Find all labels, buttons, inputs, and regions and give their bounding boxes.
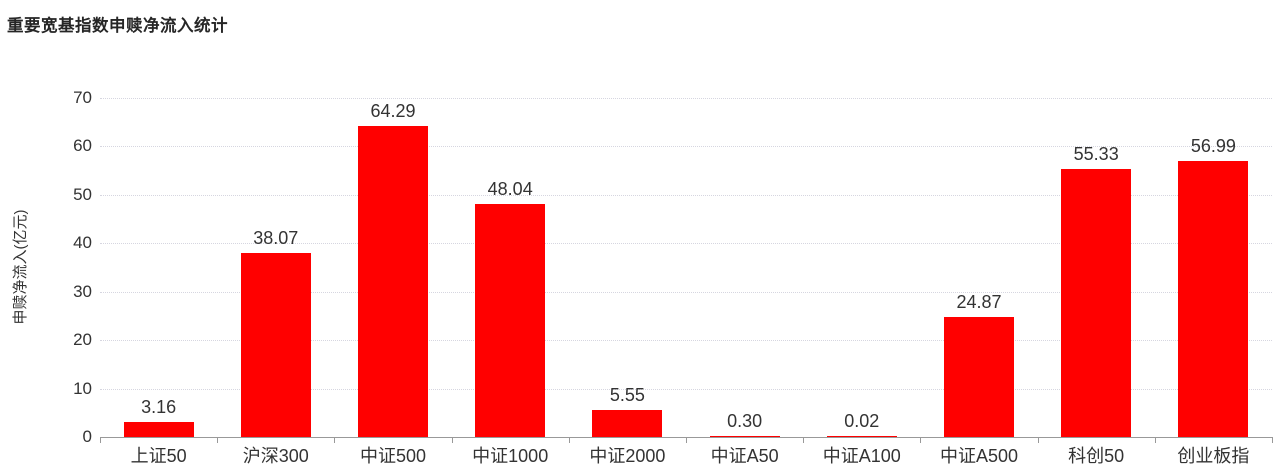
y-axis-title: 申赎净流入(亿元) <box>12 209 29 325</box>
gridline <box>100 243 1272 245</box>
x-axis-tick <box>451 437 453 443</box>
bar[interactable] <box>944 316 1014 437</box>
bar-value-label: 24.87 <box>956 291 1002 312</box>
y-tick-label: 50 <box>73 184 92 204</box>
x-axis-tick <box>1272 437 1273 443</box>
x-tick-label: 沪深300 <box>242 446 309 466</box>
x-tick-label: 中证500 <box>359 446 427 466</box>
x-axis-tick <box>1154 437 1156 443</box>
bar[interactable] <box>826 436 897 437</box>
bar[interactable] <box>358 125 428 437</box>
bar-value-label: 3.16 <box>141 396 177 417</box>
bar-value-label: 55.33 <box>1073 144 1119 165</box>
gridline <box>100 340 1272 342</box>
x-axis-tick <box>1037 437 1039 443</box>
bar[interactable] <box>475 204 546 437</box>
gridline <box>100 98 1272 99</box>
x-axis-tick <box>217 437 219 443</box>
bar[interactable] <box>1178 161 1249 437</box>
y-tick-label: 40 <box>73 233 92 253</box>
x-axis-tick <box>686 437 687 443</box>
bar[interactable] <box>123 421 194 437</box>
x-tick-label: 中证A100 <box>822 446 901 466</box>
bar-value-label: 56.99 <box>1190 136 1236 156</box>
bar[interactable] <box>709 435 780 437</box>
bar-value-label: 48.04 <box>487 179 533 200</box>
x-tick-label: 创业板指 <box>1177 446 1250 466</box>
bar-value-label: 0.30 <box>727 410 763 431</box>
y-tick-label: 0 <box>82 427 92 446</box>
x-axis-tick <box>568 437 570 443</box>
bar-value-label: 0.02 <box>844 411 880 431</box>
x-axis-tick <box>100 437 101 443</box>
chart-title: 重要宽基指数申赎净流入统计 <box>7 17 228 35</box>
gridline <box>100 291 1272 293</box>
bar-value-label: 38.07 <box>253 227 299 248</box>
bar-value-label: 64.29 <box>370 100 416 121</box>
x-tick-label: 中证1000 <box>472 446 549 466</box>
x-axis-tick <box>334 437 336 443</box>
x-tick-label: 科创50 <box>1068 446 1125 466</box>
bar[interactable] <box>1061 169 1132 437</box>
x-tick-label: 上证50 <box>130 446 187 466</box>
bar-value-label: 5.55 <box>609 385 645 406</box>
gridline <box>100 388 1272 390</box>
x-axis-tick <box>920 437 922 443</box>
y-tick-label: 30 <box>73 281 92 301</box>
y-tick-label: 20 <box>73 330 92 350</box>
plot-area <box>100 98 1272 437</box>
y-tick-label: 70 <box>73 88 92 107</box>
x-tick-label: 中证A50 <box>710 446 779 466</box>
bar[interactable] <box>240 252 311 437</box>
x-tick-label: 中证A500 <box>939 446 1019 466</box>
gridline <box>100 194 1272 196</box>
x-axis-tick <box>803 437 805 443</box>
gridline <box>100 146 1272 148</box>
bar[interactable] <box>592 410 663 437</box>
x-tick-label: 中证2000 <box>589 446 666 466</box>
y-tick-label: 10 <box>73 378 92 398</box>
y-tick-label: 60 <box>73 136 92 156</box>
